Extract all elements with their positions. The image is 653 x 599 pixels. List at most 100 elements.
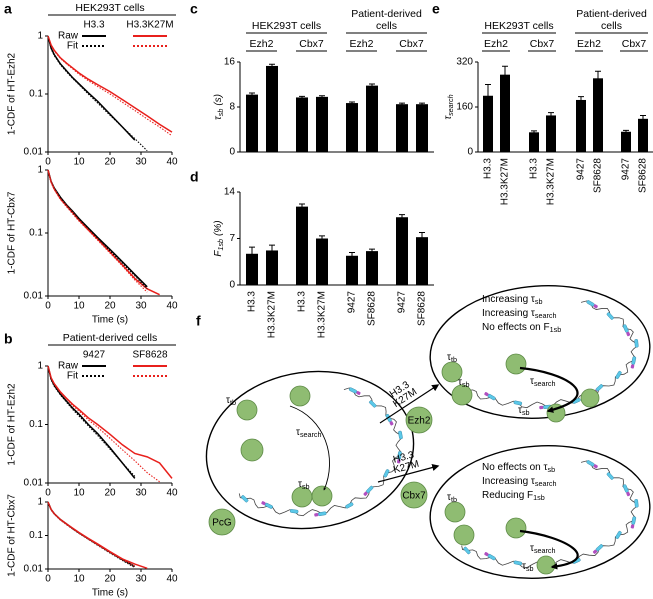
y-axis-label: 1-CDF of HT-Ezh2 <box>7 52 18 135</box>
y-tick-label: 1 <box>37 31 43 42</box>
pcg-protein <box>441 361 463 383</box>
search-arrow <box>519 529 579 570</box>
x-tick-label: H3.3K27M <box>317 291 328 338</box>
group-header: Patient-derived cells <box>63 332 158 344</box>
x-tick-label: 9427 <box>347 291 358 314</box>
tau-label-part: τ <box>458 377 462 388</box>
effect-text-part: search <box>535 311 557 320</box>
tau-label-part: sb <box>462 380 470 389</box>
y-axis-label: 1-CDF of HT-Cbx7 <box>7 494 18 577</box>
bar <box>266 65 278 152</box>
chromatin <box>461 300 638 409</box>
tau-label-part: τ <box>296 427 300 438</box>
pcg-protein <box>236 399 258 421</box>
error-bar <box>369 248 375 254</box>
panel-label: a <box>4 1 12 17</box>
x-tick-label: H3.3 <box>297 291 308 313</box>
y-tick-label: 0 <box>229 280 235 291</box>
bar <box>500 74 510 152</box>
error-bar <box>399 214 405 220</box>
modified-nucleosome <box>626 331 631 337</box>
tau-label: τsearch <box>530 543 556 555</box>
nucleosome <box>240 495 249 503</box>
series-line <box>47 35 136 141</box>
subgroup-header: Ezh2 <box>484 38 508 50</box>
x-tick-label: 0 <box>45 301 51 312</box>
bar <box>621 131 631 152</box>
tau-label-part: τ <box>530 376 534 387</box>
group-header: Patient-derived <box>351 8 422 20</box>
nucleosome <box>369 400 377 408</box>
y-tick-label: 0.01 <box>24 147 44 158</box>
tau-label: τsearch <box>296 427 322 439</box>
subgroup-header: Ezh2 <box>250 38 274 50</box>
bar <box>346 255 358 285</box>
x-tick-label: 30 <box>135 301 147 312</box>
cell-membrane <box>205 370 415 530</box>
subgroup-header: Cbx7 <box>622 38 647 50</box>
x-tick-label: H3.3K27M <box>267 291 278 338</box>
x-tick-label: H3.3K27M <box>500 158 511 205</box>
tau-label-part: τ <box>518 405 522 416</box>
modified-nucleosome <box>363 491 368 496</box>
tau-label: τtb <box>447 352 457 364</box>
nucleosome <box>513 560 523 566</box>
pcg-protein <box>580 388 600 408</box>
series-line <box>47 365 136 477</box>
tau-label-part: sb <box>522 408 530 417</box>
x-tick-label: SF8628 <box>638 158 649 193</box>
error-bar <box>399 102 405 106</box>
error-bar <box>595 70 601 86</box>
effect-text: Increasing τsearch <box>482 476 556 488</box>
x-tick-label: 40 <box>166 488 178 499</box>
y-tick-label: 1 <box>37 361 43 372</box>
nucleosome <box>615 530 622 539</box>
treatment-label: H3.3 <box>392 450 416 466</box>
series-line <box>47 501 136 567</box>
y-axis-label: 1-CDF of HT-Cbx7 <box>7 191 18 274</box>
group-header: HEK293T cells <box>252 20 321 32</box>
series-line <box>47 365 173 479</box>
modified-nucleosome <box>356 391 361 396</box>
effect-text-part: Increasing τ <box>482 308 535 319</box>
error-bar <box>531 130 537 134</box>
nucleosome <box>606 472 614 480</box>
y-tick-label: 8 <box>229 102 235 113</box>
chromatin <box>461 460 638 569</box>
legend-label: H3.3K27M <box>126 20 173 31</box>
subgroup-header: Ezh2 <box>577 38 601 50</box>
pcg-protein <box>451 384 473 406</box>
subgroup-header: Ezh2 <box>350 38 374 50</box>
modified-nucleosome <box>484 392 489 397</box>
tau-label-part: τ <box>530 543 534 554</box>
tau-label-part: τ <box>447 492 451 503</box>
error-bar <box>319 235 325 242</box>
series-line <box>47 169 160 296</box>
nucleosome <box>398 430 403 440</box>
legend-label: 9427 <box>83 350 106 361</box>
effect-text-part: Reducing F <box>482 490 533 501</box>
bar <box>638 118 648 152</box>
nucleosome <box>463 546 471 555</box>
treatment-arrow <box>379 384 440 424</box>
x-tick-label: 0 <box>45 488 51 499</box>
y-axis-label-part: F <box>213 250 224 257</box>
effect-text: No effects on F1sb <box>482 322 561 334</box>
subgroup-header: Cbx7 <box>399 38 424 50</box>
error-bar <box>502 65 508 84</box>
tau-label: τsb <box>458 377 470 389</box>
y-axis-label-part: sb <box>216 109 225 117</box>
x-tick-label: 20 <box>104 301 116 312</box>
legend-label: Raw <box>58 361 79 372</box>
y-axis-label-part: 1sb <box>216 239 225 251</box>
modified-nucleosome <box>592 549 598 554</box>
x-tick-label: 0 <box>45 574 51 585</box>
effect-text: No effects on τsb <box>482 462 555 474</box>
y-axis-label: τsb (s) <box>213 94 225 120</box>
y-axis-label: F1sb (%) <box>213 220 225 256</box>
modified-nucleosome <box>397 459 401 464</box>
chromatin <box>238 387 402 517</box>
protein-label: Cbx7 <box>402 491 426 502</box>
tau-label: τsb <box>298 479 310 491</box>
